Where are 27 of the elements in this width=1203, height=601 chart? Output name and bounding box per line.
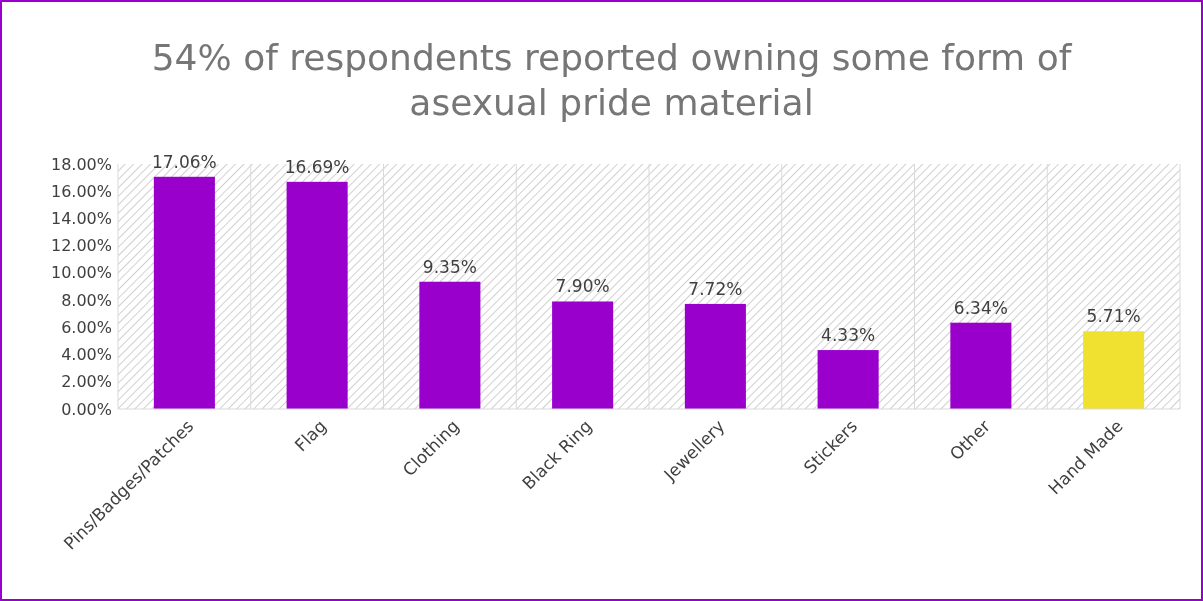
y-tick-label: 10.00% — [50, 263, 112, 283]
data-label: 9.35% — [422, 256, 477, 277]
y-tick-label: 12.00% — [50, 236, 112, 256]
data-label: 16.69% — [284, 156, 350, 177]
bar — [817, 350, 879, 409]
bar — [950, 322, 1012, 409]
y-tick-label: 6.00% — [61, 317, 112, 337]
bar — [552, 301, 614, 409]
data-label: 4.33% — [821, 325, 876, 346]
y-tick-label: 4.00% — [61, 345, 112, 365]
y-tick-label: 14.00% — [50, 209, 112, 229]
y-tick-label: 18.00% — [50, 154, 112, 174]
bar — [419, 281, 481, 409]
y-tick-label: 8.00% — [61, 290, 112, 310]
bar — [684, 303, 746, 409]
y-tick-label: 0.00% — [61, 399, 112, 419]
y-tick-label: 16.00% — [50, 181, 112, 201]
bar — [153, 176, 215, 409]
bar — [1083, 331, 1145, 409]
data-label: 17.06% — [151, 151, 217, 172]
y-tick-label: 2.00% — [61, 372, 112, 392]
chart-title: 54% of respondents reported owning some form of asexual pride material — [151, 37, 1073, 123]
bar — [286, 181, 348, 409]
data-label: 7.90% — [555, 276, 610, 297]
data-label: 5.71% — [1086, 306, 1141, 327]
data-label: 7.72% — [688, 278, 743, 299]
data-label: 6.34% — [953, 297, 1008, 318]
